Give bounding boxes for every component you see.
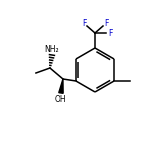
Text: OH: OH [54,95,66,104]
Text: F: F [104,19,108,28]
Text: NH₂: NH₂ [45,45,59,54]
Polygon shape [59,79,63,93]
Text: F: F [108,29,112,38]
Text: F: F [82,19,86,28]
